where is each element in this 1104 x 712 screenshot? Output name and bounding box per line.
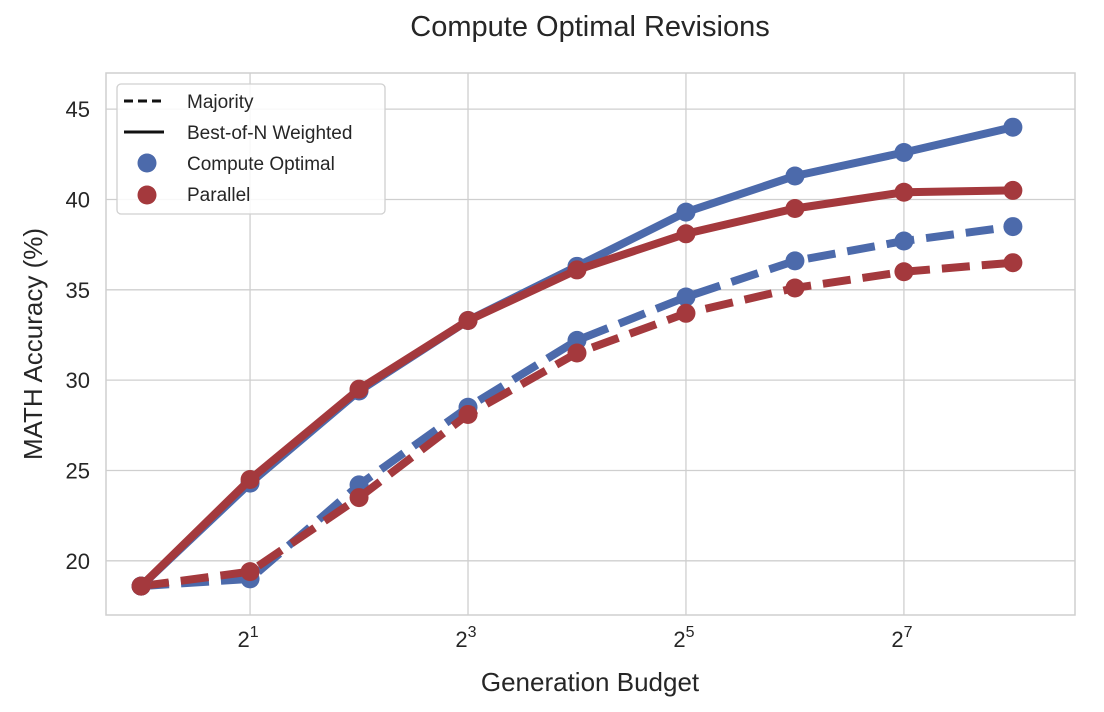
data-point-compute-optimal-best-of-n-weighted	[894, 142, 914, 162]
data-point-compute-optimal-majority	[676, 287, 696, 307]
data-point-parallel-best-of-n-weighted	[458, 311, 478, 331]
legend-label-majority: Majority	[187, 92, 254, 113]
data-point-parallel-majority	[1003, 253, 1023, 273]
plot-frame	[105, 72, 1076, 616]
data-point-parallel-best-of-n-weighted	[349, 379, 369, 399]
legend-label-best-of-n: Best-of-N Weighted	[187, 123, 352, 144]
data-point-compute-optimal-majority	[1003, 217, 1023, 237]
x-axis-title: Generation Budget	[481, 667, 700, 697]
x-tick-label: 25	[673, 624, 694, 652]
data-point-compute-optimal-best-of-n-weighted	[785, 166, 805, 186]
series-line-compute-optimal-majority	[140, 222, 1014, 591]
legend-box	[116, 83, 386, 215]
data-point-parallel-best-of-n-weighted	[676, 224, 696, 244]
data-point-parallel-best-of-n-weighted	[567, 260, 587, 280]
x-tick-label: 27	[891, 624, 912, 652]
legend-marker-compute-optimal	[137, 153, 157, 173]
data-point-compute-optimal-majority	[785, 251, 805, 271]
data-point-parallel-majority	[894, 262, 914, 282]
series-line-parallel-majority	[140, 258, 1014, 591]
y-tick-label: 20	[66, 549, 90, 574]
data-point-parallel-best-of-n-weighted	[1003, 180, 1023, 200]
data-point-parallel-majority	[785, 278, 805, 298]
data-point-parallel-majority	[458, 404, 478, 424]
legend: Majority Best-of-N Weighted Compute Opti…	[116, 83, 386, 215]
data-point-parallel-best-of-n-weighted	[894, 182, 914, 202]
data-point-parallel-majority	[567, 343, 587, 363]
data-point-parallel-best-of-n-weighted	[240, 470, 260, 489]
y-tick-label: 25	[66, 458, 90, 483]
y-tick-label: 40	[66, 187, 90, 212]
data-point-parallel-majority	[676, 303, 696, 323]
data-point-parallel-majority	[349, 488, 369, 508]
y-tick-label: 45	[66, 97, 90, 122]
chart-title: Compute Optimal Revisions	[410, 11, 769, 43]
y-tick-label: 30	[66, 368, 90, 393]
y-axis-title: MATH Accuracy (%)	[18, 228, 48, 460]
legend-marker-parallel	[137, 185, 157, 205]
series-layer	[131, 117, 1023, 596]
data-point-parallel-best-of-n-weighted	[131, 576, 151, 596]
legend-label-compute-optimal: Compute Optimal	[187, 154, 335, 175]
data-point-parallel-best-of-n-weighted	[785, 199, 805, 218]
x-tick-label: 21	[237, 624, 258, 652]
y-tick-label: 35	[66, 278, 90, 303]
legend-label-parallel: Parallel	[187, 185, 250, 206]
data-point-parallel-majority	[240, 562, 260, 582]
x-tick-label: 23	[455, 624, 476, 652]
data-point-compute-optimal-best-of-n-weighted	[676, 202, 696, 222]
data-point-compute-optimal-best-of-n-weighted	[1003, 117, 1023, 137]
tick-labels: 20 25 30 35 40 45 21 23 25 27	[66, 97, 913, 652]
series-line-parallel-best-of-n-weighted	[138, 186, 1013, 589]
data-point-compute-optimal-majority	[894, 231, 914, 251]
